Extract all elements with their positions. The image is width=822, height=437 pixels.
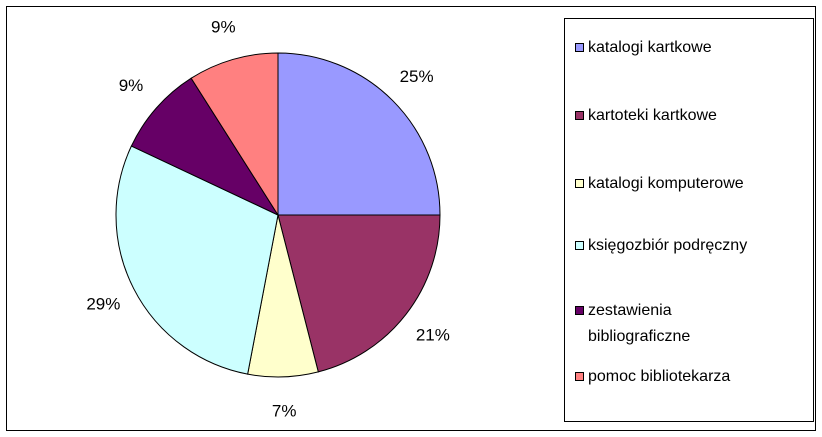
legend-swatch [575,179,584,188]
legend-swatch [575,372,584,381]
legend-swatch [575,111,584,120]
pie-data-labels: 25% 21% 7% 29% 9% 9% [86,17,450,420]
legend-item-ksiegozbior-podreczny: księgozbiór podręczny [575,233,811,259]
legend-swatch [575,241,584,250]
legend-label: pomoc bibliotekarza [588,368,731,385]
legend-label-line-1: zestawienia [588,302,672,319]
pie-slice-kartoteki-kartkowe [277,214,441,373]
legend-item-kartoteki-kartkowe: kartoteki kartkowe [575,103,811,129]
legend-swatch [575,306,584,315]
data-label-katalogi-kartkowe: 25% [400,67,434,86]
data-label-katalogi-komputerowe: 7% [272,401,297,420]
legend-item-katalogi-komputerowe: katalogi komputerowe [575,171,811,197]
data-label-zestawienia-bibliograficzne: 9% [119,76,144,95]
chart-legend: katalogi kartkowe kartoteki kartkowe kat… [564,18,814,422]
legend-label: katalogi komputerowe [588,175,744,192]
legend-label-line-2: bibliograficzne [588,328,691,345]
data-label-ksiegozbior-podreczny: 29% [86,294,120,313]
pie-slice-katalogi-kartkowe [277,52,441,216]
legend-swatch [575,43,584,52]
legend-item-zestawienia-bibliograficzne: zestawienia bibliograficzne [575,298,811,350]
legend-item-katalogi-kartkowe: katalogi kartkowe [575,35,811,61]
data-label-pomoc-bibliotekarza: 9% [211,17,236,36]
data-label-kartoteki-kartkowe: 21% [416,326,450,345]
legend-label: kartoteki kartkowe [588,107,717,124]
legend-label: księgozbiór podręczny [588,237,748,254]
legend-item-pomoc-bibliotekarza: pomoc bibliotekarza [575,364,811,390]
legend-label: katalogi kartkowe [588,39,712,56]
pie-slice-ksiegozbior-podreczny [115,145,279,375]
pie-slice-zestawienia-bibliograficzne [130,77,280,217]
pie-slices [115,52,441,378]
pie-slice-pomoc-bibliotekarza [190,52,279,217]
